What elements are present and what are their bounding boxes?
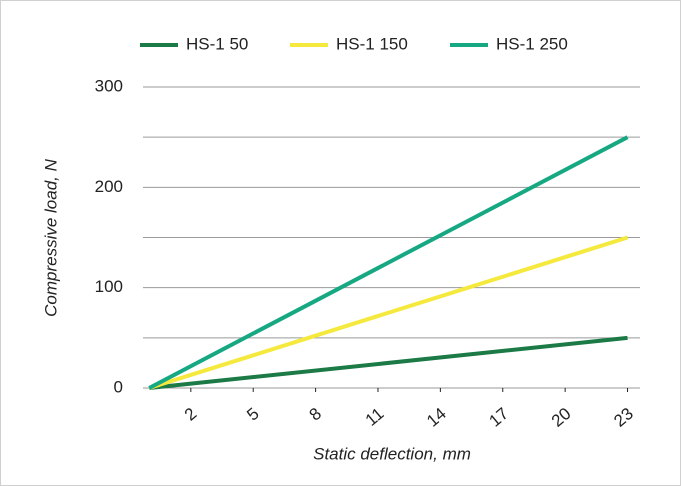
- series-line: [148, 235, 629, 390]
- y-axis-label: Compressive load, N: [41, 158, 60, 317]
- series-line: [148, 135, 629, 390]
- x-axis-label: Static deflection, mm: [313, 444, 471, 463]
- legend-label: HS-1 250: [496, 34, 568, 53]
- y-tick-label: 300: [95, 76, 123, 95]
- legend-label: HS-1 150: [336, 34, 408, 53]
- legend-label: HS-1 50: [186, 34, 248, 53]
- y-tick-label: 100: [95, 277, 123, 296]
- series-line: [149, 335, 628, 390]
- y-tick-label: 200: [95, 177, 123, 196]
- y-tick-label: 0: [114, 377, 123, 396]
